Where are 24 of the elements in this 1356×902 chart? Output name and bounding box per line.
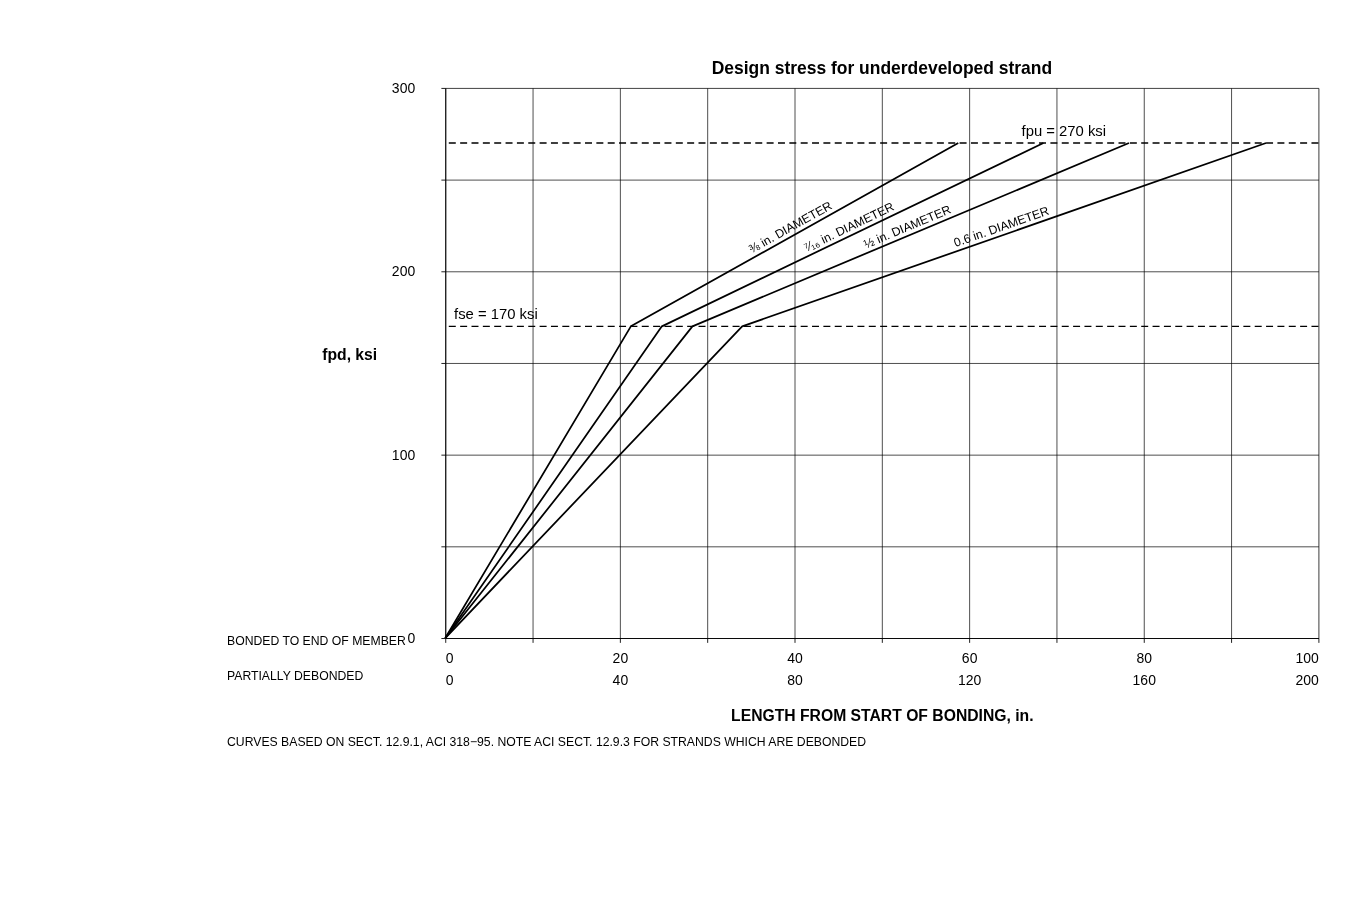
y-axis-title: fpd, ksi: [322, 345, 378, 363]
x-tick-label: 80: [1136, 649, 1153, 666]
x-tick-label: 0: [445, 649, 454, 666]
y-tick-label: 100: [391, 446, 416, 463]
x-tick-label: 60: [961, 649, 978, 666]
x2-tick-label: 80: [787, 671, 803, 688]
y-tick-label: 0: [407, 629, 416, 646]
text: PARTIALLY DEBONDED: [227, 668, 364, 683]
text: CURVES BASED ON SECT. 12.9.1, ACI 318−95. NOTE ACI SECT. 12.9.3 FOR STRANDS WHICH ARE DEBONDED: [227, 735, 867, 750]
y-tick-label: 300: [391, 79, 416, 96]
x2-tick-label: 120: [957, 671, 982, 688]
chart-title: Design stress for underdeveloped strand: [711, 58, 1053, 79]
x-axis-title: LENGTH FROM START OF BONDING, in.: [731, 707, 1034, 725]
ref-line-label: fse = 170 ksi: [454, 306, 538, 323]
x-tick-label: 100: [1295, 649, 1320, 666]
x2-tick-label: 0: [445, 671, 454, 688]
x2-tick-label: 160: [1132, 671, 1157, 688]
x2-tick-label: 40: [612, 671, 629, 688]
x-tick-label: 40: [787, 649, 803, 666]
y-tick-label: 200: [391, 263, 416, 280]
text: BONDED TO END OF MEMBER: [227, 634, 406, 649]
ref-line-label: fpu = 270 ksi: [1021, 123, 1107, 140]
x2-tick-label: 200: [1295, 671, 1320, 688]
x-tick-label: 20: [612, 649, 629, 666]
